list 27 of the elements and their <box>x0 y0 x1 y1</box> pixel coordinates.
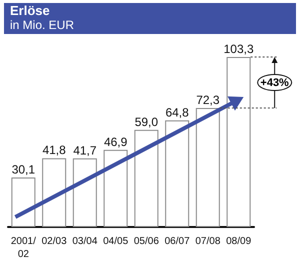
bar <box>196 108 220 227</box>
bar <box>165 120 190 227</box>
data-label: 72,3 <box>196 93 220 108</box>
bar <box>11 177 36 227</box>
x-tick-label: 02/03 <box>42 236 68 247</box>
x-tick-label: 05/06 <box>134 236 160 247</box>
x-tick-label: 03/04 <box>72 236 98 247</box>
chart-title: Erlöse <box>10 3 50 18</box>
x-tick-label: 08/09 <box>226 236 252 247</box>
data-label: 103,3 <box>224 42 254 56</box>
data-label: 59,0 <box>134 114 158 129</box>
x-tick-label: 06/07 <box>164 236 190 247</box>
bar <box>42 158 66 227</box>
data-label: 46,9 <box>104 134 128 149</box>
data-label: 64,8 <box>165 105 190 120</box>
x-tick-label: 04/05 <box>103 236 129 247</box>
x-tick-label: 07/08 <box>195 236 221 247</box>
data-label: 41,8 <box>42 143 66 158</box>
text: +43% <box>260 76 289 88</box>
bar <box>104 150 128 227</box>
bar <box>226 57 251 227</box>
bar <box>134 130 158 227</box>
x-tick-label: 2001/02 <box>10 236 36 260</box>
data-label: 41,7 <box>73 143 97 158</box>
bar <box>72 158 97 227</box>
data-label: 30,1 <box>12 162 36 176</box>
chart-subtitle: in Mio. EUR <box>10 18 74 32</box>
